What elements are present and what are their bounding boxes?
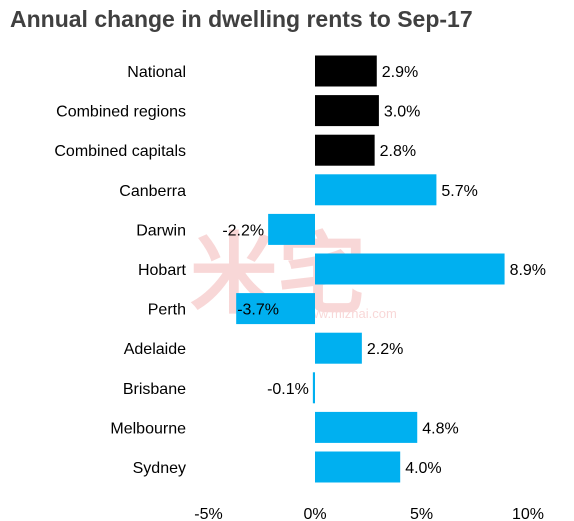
chart-title: Annual change in dwelling rents to Sep-1… [10,6,473,32]
bar [315,411,418,443]
bar [315,134,375,166]
category-label: Combined capitals [54,143,186,160]
category-label: Brisbane [123,381,186,398]
value-label: 2.8% [380,143,416,160]
value-label: -2.2% [222,222,264,239]
bar [315,332,362,364]
watermark-url: www.mizhai.com [299,306,397,321]
bar [236,293,315,325]
value-label: 4.0% [405,460,441,477]
category-label: Hobart [138,262,187,279]
value-label: 5.7% [441,183,477,200]
value-label: -0.1% [267,381,309,398]
x-tick-label: 5% [410,506,433,521]
bar [312,372,315,404]
x-tick-label: 0% [303,506,326,521]
bar [315,174,437,206]
bar [315,55,377,87]
bar [315,253,505,285]
category-label: Darwin [136,222,186,239]
bar [315,95,379,127]
value-label: 3.0% [384,104,420,121]
category-label: National [127,64,186,81]
category-label: Sydney [133,460,186,477]
category-label: Canberra [119,183,186,200]
value-label: 8.9% [510,262,546,279]
value-label: 4.8% [422,420,458,437]
category-label: Combined regions [56,104,186,121]
value-label: 2.9% [382,64,418,81]
x-tick-label: -5% [194,506,222,521]
bar [268,213,315,245]
value-label: 2.2% [367,341,403,358]
category-label: Melbourne [110,420,186,437]
category-label: Adelaide [124,341,186,358]
category-label: Perth [148,302,186,319]
bar [315,451,401,483]
value-label: -3.7% [237,302,279,319]
x-tick-label: 10% [512,506,544,521]
